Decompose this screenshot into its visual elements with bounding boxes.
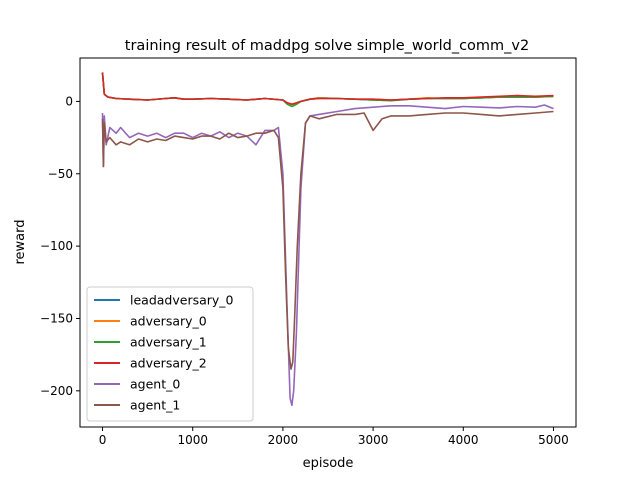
x-tick-label: 1000 <box>177 433 208 447</box>
plot-frame <box>79 57 577 428</box>
x-axis-label: episode <box>303 456 354 471</box>
y-tick-label: 0 <box>65 94 73 108</box>
x-tick-label: 3000 <box>358 433 389 447</box>
legend-label-leadadversary-0: leadadversary_0 <box>130 293 234 308</box>
y-tick-label: −100 <box>40 239 73 253</box>
x-tick-label: 0 <box>99 433 107 447</box>
series-line-agent-1 <box>101 110 554 370</box>
legend-label-adversary-0: adversary_0 <box>130 314 207 329</box>
legend-label-agent-0: agent_0 <box>130 377 180 392</box>
plot-lines <box>101 72 554 407</box>
x-axis: 0 1000 2000 3000 4000 5000 <box>99 427 569 447</box>
legend-label-agent-1: agent_1 <box>130 398 180 413</box>
legend-label-adversary-2: adversary_2 <box>130 356 207 371</box>
y-axis-label: reward <box>13 219 28 264</box>
y-tick-label: −50 <box>48 167 73 181</box>
series-line-agent-0 <box>101 104 554 407</box>
legend-box <box>86 286 254 422</box>
x-tick-label: 4000 <box>448 433 479 447</box>
legend: leadadversary_0 adversary_0 adversary_1adv… <box>86 286 254 422</box>
y-tick-label: −200 <box>40 384 73 398</box>
chart-title: training result of maddpg solve simple_w… <box>125 38 529 54</box>
series-line-adversary-2 <box>101 72 554 106</box>
x-tick-label: 2000 <box>268 433 299 447</box>
y-tick-label: −150 <box>40 311 73 325</box>
x-tick-label: 5000 <box>538 433 569 447</box>
legend-label-adversary-1: adversary_1 <box>130 335 207 350</box>
y-axis: 0 −50 −100 −150 −200 <box>40 94 80 398</box>
